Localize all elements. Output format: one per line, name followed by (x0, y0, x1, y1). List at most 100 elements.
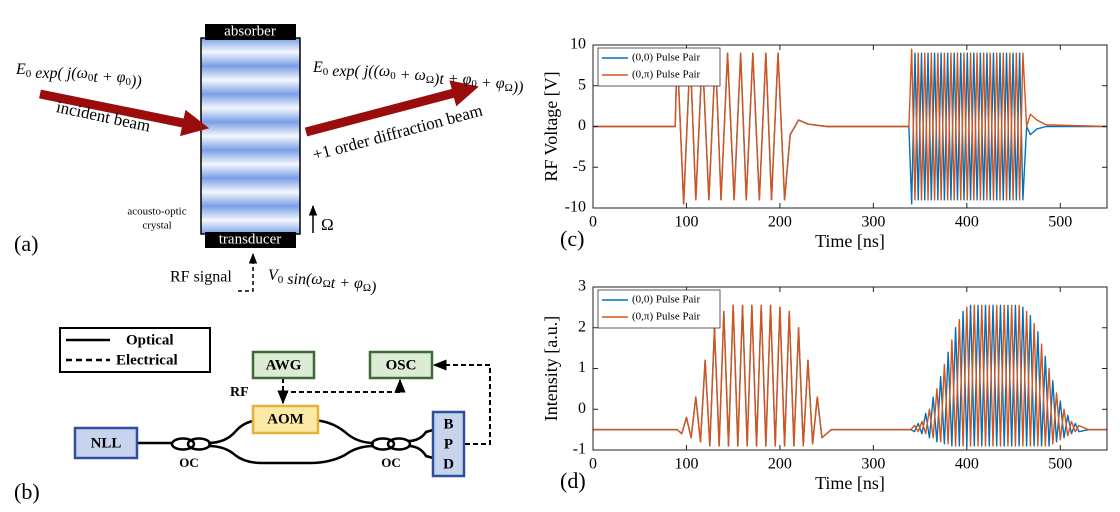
formula-part: )) (130, 73, 142, 90)
legend-label: (0,0) Pulse Pair (632, 294, 700, 306)
awg-label: AWG (266, 357, 302, 373)
coupler-label: OC (179, 455, 199, 470)
formula-part: exp( j(ω (31, 65, 88, 82)
x-axis-label: Time [ns] (815, 473, 885, 493)
x-tick-label: 100 (674, 456, 698, 473)
osc-label: OSC (386, 357, 417, 373)
y-axis-label: Intensity [a.u.] (541, 316, 561, 421)
x-tick-label: 500 (1048, 214, 1072, 231)
x-tick-label: 300 (861, 456, 885, 473)
legend-label: Electrical (116, 352, 178, 368)
coupler (186, 437, 212, 451)
y-tick-label: 5 (578, 76, 586, 93)
drive-signal: V0 sin(ωΩt + φΩ) (268, 267, 376, 296)
x-tick-label: 400 (955, 214, 979, 231)
series-line (593, 304, 1107, 447)
x-axis-label: Time [ns] (815, 231, 885, 251)
formula-part: + ω (396, 67, 426, 84)
panel-b: Optical Electrical OC OC RF AWG OSC AOM … (14, 327, 491, 504)
x-tick-label: 300 (861, 214, 885, 231)
formula-subscript: 0 (125, 76, 131, 88)
formula-part: E (312, 59, 323, 76)
bpd-box (431, 410, 466, 478)
y-tick-label: 3 (578, 278, 586, 295)
incident-beam-arrow (39, 89, 210, 137)
omega-label: Ω (321, 215, 334, 234)
formula-part: )t + φ (433, 71, 472, 88)
nll-label: NLL (91, 435, 122, 451)
panel-a: absorber transducer incident beam +1 ord… (14, 23, 523, 295)
formula-subscript: Ω (363, 282, 371, 294)
coupler (170, 437, 196, 451)
formula-part: )) (512, 79, 524, 96)
legend-label: (0,π) Pulse Pair (632, 311, 701, 323)
x-tick-label: 200 (768, 214, 792, 231)
detector-link (432, 359, 491, 445)
legend-box (597, 47, 721, 87)
y-tick-label: -10 (565, 199, 586, 216)
panel-label: (b) (14, 479, 40, 504)
legend-label: (0,π) Pulse Pair (632, 69, 701, 81)
coupler (386, 437, 412, 451)
formula-subscript: 0 (471, 78, 477, 90)
legend-label: Optical (126, 332, 174, 348)
crystal (200, 37, 301, 235)
aom-box (251, 404, 320, 435)
x-tick-label: 500 (1048, 456, 1072, 473)
formula-part: ) (370, 279, 376, 296)
crystal-label: crystal (142, 220, 171, 232)
y-tick-label: 0 (578, 400, 586, 417)
legend-box (597, 289, 721, 329)
rf-signal-label: RF signal (170, 269, 232, 286)
absorber-label: absorber (224, 23, 276, 39)
y-tick-label: 10 (570, 36, 586, 53)
formula-part: V (268, 267, 280, 284)
bpd-label: P (444, 436, 453, 452)
crystal-label: acousto-optic (127, 206, 186, 218)
diffraction-beam-arrow (304, 80, 479, 137)
x-tick-label: 0 (589, 456, 597, 473)
legend-label: (0,0) Pulse Pair (632, 52, 700, 64)
absorber-bar (205, 24, 296, 40)
y-tick-label: -5 (573, 158, 586, 175)
series-line (593, 48, 1108, 205)
bpd-label: B (443, 416, 453, 432)
trigger-link (283, 378, 406, 393)
rf-label: RF (230, 385, 249, 400)
transducer-bar (205, 232, 296, 248)
y-axis-label: RF Voltage [V] (541, 71, 561, 181)
bpd-label: D (443, 456, 454, 472)
chart: 0 100 200 300 400 500 -10 -5 0 5 10 Time [ns] RF Vol… (541, 36, 1108, 251)
formula-subscript: 0 (323, 66, 329, 78)
y-tick-label: 1 (578, 359, 586, 376)
y-tick-label: 2 (578, 318, 586, 335)
formula-subscript: Ω (505, 82, 513, 94)
rf-signal-arrow (238, 252, 258, 292)
coupler (370, 437, 396, 451)
osc-box (368, 350, 434, 380)
formula-part: t + φ (93, 69, 125, 86)
coupler-label: OC (381, 455, 401, 470)
formula-part: t + φ (331, 275, 363, 292)
y-tick-label: 0 (578, 117, 586, 134)
x-tick-label: 400 (955, 456, 979, 473)
formula-subscript: 0 (390, 70, 396, 82)
aom-label: AOM (267, 411, 304, 427)
panel-label: (a) (14, 231, 38, 256)
formula-part: E (15, 61, 26, 78)
input-field: E0 exp( j(ω0t + φ0)) (15, 61, 142, 90)
formula-part: + φ (477, 75, 505, 92)
x-tick-label: 200 (768, 456, 792, 473)
nll-box (73, 426, 139, 460)
x-tick-label: 100 (674, 214, 698, 231)
panel-label: (c) (560, 226, 584, 251)
formula-subscript: Ω (323, 278, 331, 290)
x-tick-label: 0 (589, 214, 597, 231)
formula-subscript: 0 (278, 274, 284, 286)
legend-box (59, 327, 211, 373)
y-tick-label: -1 (573, 441, 586, 458)
panel-label: (d) (560, 468, 586, 493)
output-field: E0 exp( j((ω0 + ωΩ)t + φ0 + φΩ)) (312, 59, 523, 96)
